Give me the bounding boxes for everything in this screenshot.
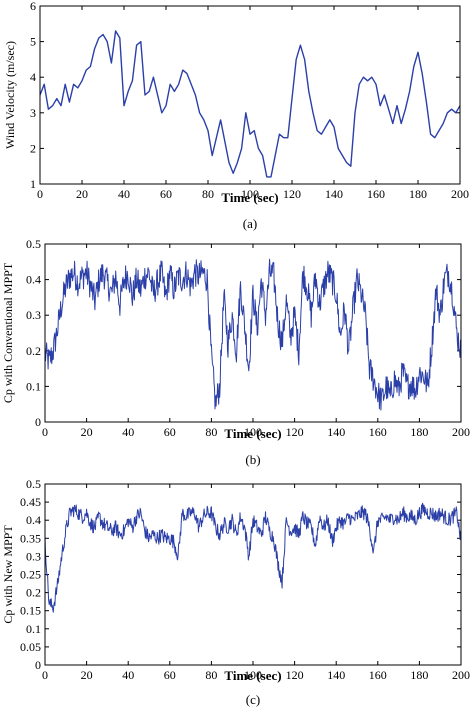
y-tick-label: 0.4	[26, 513, 41, 527]
x-tick-label: 0	[42, 668, 48, 682]
y-tick-label: 0.2	[26, 344, 41, 358]
y-tick-label: 0.25	[20, 568, 41, 582]
x-tick-label: 160	[369, 425, 387, 439]
series-line	[39, 30, 461, 178]
panel-caption: (b)	[245, 452, 260, 467]
x-axis-label: Time (sec)	[224, 668, 281, 683]
y-tick-label: 0.4	[26, 273, 41, 287]
y-tick-label: 0.15	[20, 604, 41, 618]
plot-frame	[39, 5, 461, 185]
panel-caption: (a)	[243, 216, 257, 231]
x-tick-label: 100	[241, 187, 259, 201]
x-tick-label: 140	[327, 668, 345, 682]
x-tick-label: 160	[367, 187, 385, 201]
series-line	[44, 502, 462, 613]
x-tick-label: 20	[81, 668, 93, 682]
x-tick-label: 80	[205, 425, 217, 439]
y-tick-label: 0	[35, 658, 41, 672]
y-tick-label: 0.1	[26, 622, 41, 636]
plot-frame	[44, 483, 462, 666]
x-axis-label: Time (sec)	[221, 190, 278, 205]
x-tick-label: 80	[205, 668, 217, 682]
y-tick-label: 0	[35, 415, 41, 429]
plot-frame	[44, 243, 462, 423]
cp-conventional-mppt-panel: 0 0.1 0.2 0.3 0.4 0.5 0 20 40 60 80 100 120 140 160 180…	[1, 237, 470, 467]
y-axis-label: Cp with New MPPT	[1, 525, 15, 624]
x-tick-label: 40	[122, 668, 134, 682]
x-tick-label: 20	[76, 187, 88, 201]
x-tick-label: 160	[369, 668, 387, 682]
x-tick-label: 180	[409, 187, 427, 201]
x-tick-label: 120	[286, 425, 304, 439]
y-tick-label: 4	[30, 70, 36, 84]
cp-new-mppt-panel: 00.050.10.150.20.250.30.350.40.450.50 20 4…	[1, 477, 470, 707]
x-tick-label: 140	[327, 425, 345, 439]
y-tick-label: 0.05	[20, 640, 41, 654]
y-tick-label: 1	[30, 177, 36, 191]
x-tick-label: 40	[118, 187, 130, 201]
x-tick-label: 0	[42, 425, 48, 439]
x-tick-label: 60	[160, 187, 172, 201]
x-tick-label: 200	[451, 187, 469, 201]
x-tick-label: 100	[244, 425, 262, 439]
y-tick-label: 6	[30, 0, 36, 13]
x-tick-label: 80	[202, 187, 214, 201]
y-tick-label: 0.3	[26, 308, 41, 322]
y-axis-label: Cp with Conventional MPPT	[1, 262, 15, 403]
y-axis-label: Wind Velocity (m/sec)	[3, 41, 17, 149]
x-tick-label: 100	[244, 668, 262, 682]
panel-caption: (c)	[246, 692, 260, 707]
y-tick-label: 0.5	[26, 477, 41, 491]
series-line	[44, 258, 462, 411]
x-tick-label: 0	[37, 187, 43, 201]
x-tick-label: 140	[325, 187, 343, 201]
y-tick-label: 0.1	[26, 379, 41, 393]
x-tick-label: 200	[452, 425, 470, 439]
x-tick-label: 60	[164, 425, 176, 439]
x-tick-label: 60	[164, 668, 176, 682]
x-tick-label: 20	[81, 425, 93, 439]
x-tick-label: 120	[286, 668, 304, 682]
y-tick-label: 0.5	[26, 237, 41, 251]
y-tick-label: 5	[30, 35, 36, 49]
y-tick-label: 0.35	[20, 531, 41, 545]
y-tick-label: 0.2	[26, 586, 41, 600]
x-tick-label: 200	[452, 668, 470, 682]
x-axis-label: Time (sec)	[224, 426, 281, 441]
y-tick-label: 2	[30, 141, 36, 155]
y-tick-label: 0.3	[26, 549, 41, 563]
y-tick-label: 3	[30, 106, 36, 120]
x-tick-label: 180	[410, 425, 428, 439]
x-tick-label: 180	[410, 668, 428, 682]
y-tick-label: 0.45	[20, 495, 41, 509]
x-tick-label: 120	[283, 187, 301, 201]
x-tick-label: 40	[122, 425, 134, 439]
